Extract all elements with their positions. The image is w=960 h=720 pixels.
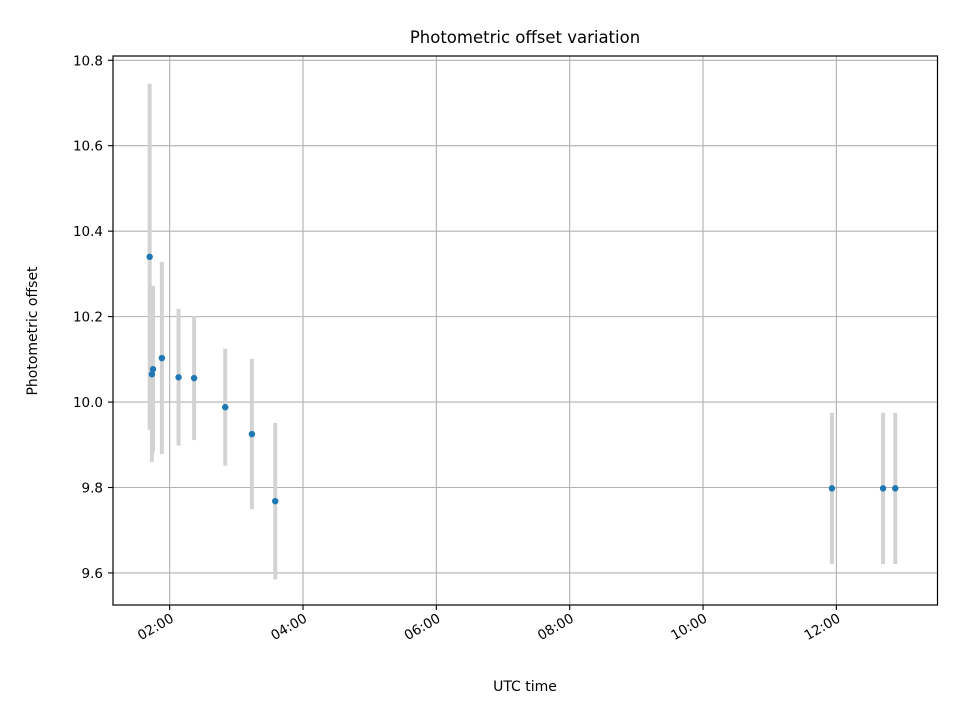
y-tick-label: 10.2	[73, 310, 103, 326]
y-tick-label: 10.4	[73, 224, 103, 240]
chart-title: Photometric offset variation	[410, 28, 640, 47]
plot-frame	[112, 55, 939, 606]
y-tick-label: 9.8	[82, 481, 103, 497]
data-point	[272, 497, 279, 505]
y-axis: 9.6 9.8 10.0 10.2 10.4 10.6 10.8	[73, 53, 113, 582]
data-point	[148, 371, 156, 378]
data-point	[828, 485, 836, 492]
y-tick-label: 10.0	[73, 395, 103, 411]
y-axis-label: Photometric offset	[25, 266, 41, 396]
x-axis-label: UTC time	[493, 679, 557, 695]
data-point	[175, 374, 182, 381]
data-point	[222, 403, 229, 411]
data-point	[146, 253, 153, 261]
data-point	[190, 374, 198, 382]
y-tick-label: 9.6	[82, 566, 103, 582]
data-points	[146, 253, 899, 505]
data-point	[892, 485, 899, 492]
y-tick-label: 10.6	[73, 139, 103, 155]
data-point	[248, 430, 256, 438]
y-tick-label: 10.8	[73, 53, 103, 69]
data-point	[879, 485, 887, 492]
data-point	[158, 354, 166, 362]
data-point	[149, 365, 157, 373]
